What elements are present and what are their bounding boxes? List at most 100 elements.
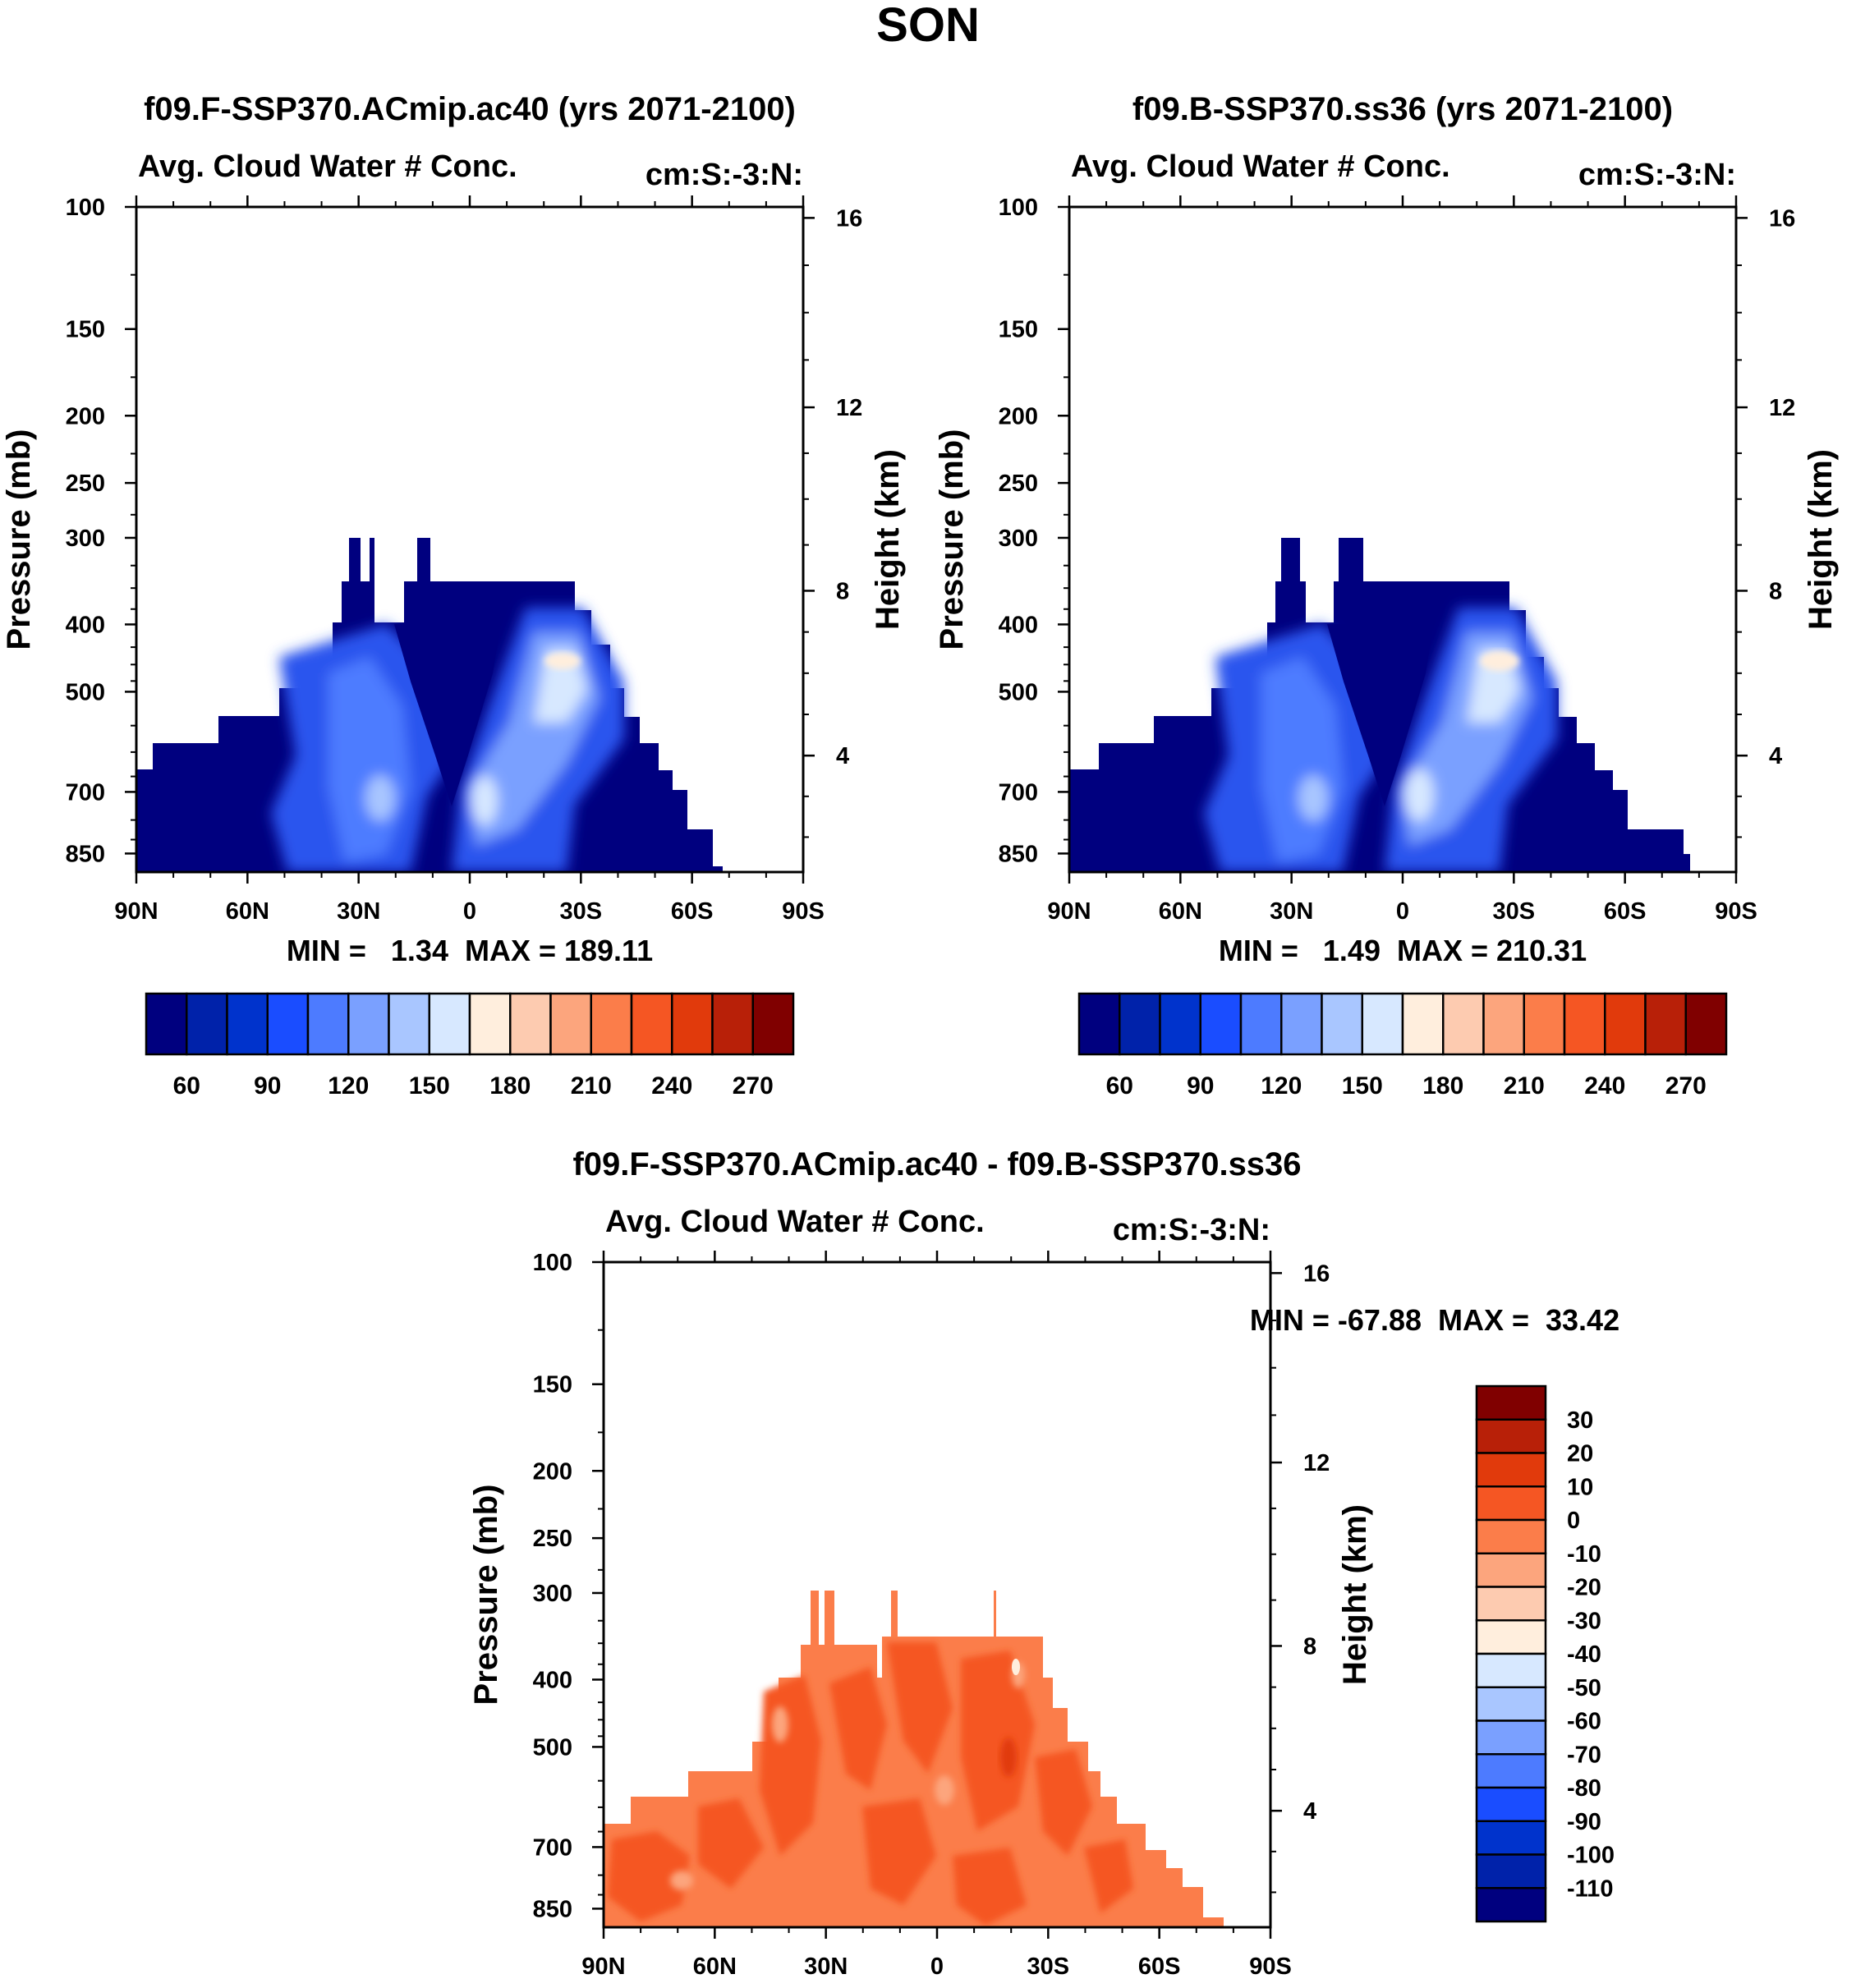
panel-3-colorbar-box	[1475, 1786, 1547, 1822]
panel-2-y2-tick-label: 8	[1769, 578, 1782, 604]
panel-3-colorbar-box	[1475, 1485, 1547, 1522]
panel-2-x-tick-label: 90S	[1715, 898, 1757, 925]
panel-2-colorbar-box	[1119, 992, 1161, 1056]
panel-3-y-tick-label: 150	[533, 1372, 572, 1398]
panel-1-x-tick-label: 90S	[782, 898, 825, 925]
figure-title: SON	[876, 0, 980, 52]
panel-2-colorbar-box	[1684, 992, 1728, 1056]
panel-2-x-tick-label: 60N	[1159, 898, 1202, 925]
panel-3-y-tick-label: 500	[533, 1734, 572, 1761]
panel-3-colorbar-box	[1475, 1887, 1547, 1923]
panel-1-colorbar-box	[186, 992, 228, 1056]
panel-3-max-spot	[1000, 1738, 1017, 1777]
panel-2-units-label: cm:S:-3:N:	[1578, 158, 1736, 192]
panel-1-contour-field	[136, 538, 723, 872]
panel-2-y2-tick-label: 4	[1769, 743, 1782, 769]
panel-1-stats: MIN = 1.34 MAX = 189.11	[287, 934, 653, 967]
panel-2-y-tick-label: 850	[999, 841, 1038, 867]
panel-3-stats: MIN = -67.88 MAX = 33.42	[1250, 1303, 1619, 1337]
panel-3-patch	[953, 1848, 1027, 1926]
panel-3-x-tick-label: 90N	[581, 1954, 625, 1980]
panel-1-y-tick-label: 300	[66, 526, 105, 552]
panel-3-colorbar-label: -60	[1567, 1709, 1601, 1735]
panel-2-max-spot	[1480, 651, 1519, 671]
panel-3-y-tick-label: 250	[533, 1526, 572, 1552]
panel-2-y-tick-label: 500	[999, 679, 1038, 705]
panel-1-colorbar-label: 240	[651, 1072, 692, 1100]
panel-3-colorbar-label: -110	[1567, 1876, 1613, 1902]
panel-3-colorbar-box	[1475, 1853, 1547, 1889]
panel-3-colorbar-box	[1475, 1619, 1547, 1655]
panel-3-pale-spot	[935, 1775, 954, 1805]
panel-1-colorbar-box	[145, 992, 188, 1056]
panel-2: f09.B-SSP370.ss36 (yrs 2071-2100) Avg. C…	[934, 91, 1839, 1100]
panel-2-y-tick-label: 700	[999, 779, 1038, 806]
panel-1-x-tick-label: 30N	[337, 898, 380, 925]
panel-3-y2-tick-label: 8	[1303, 1633, 1316, 1660]
panel-2-colorbar-label: 90	[1187, 1072, 1214, 1100]
panel-2-y2-axis-title: Height (km)	[1803, 449, 1839, 630]
panel-2-colorbar-box	[1442, 992, 1485, 1056]
panel-3-colorbar-box	[1475, 1820, 1547, 1856]
panel-2-x-tick-label: 90N	[1047, 898, 1091, 925]
panel-2-title: f09.B-SSP370.ss36 (yrs 2071-2100)	[1132, 91, 1673, 127]
panel-1-x-tick-label: 90N	[114, 898, 158, 925]
panel-3-patch	[608, 1831, 690, 1921]
panel-3-colorbar-label: -70	[1567, 1742, 1601, 1768]
panel-2-y-tick-label: 300	[999, 526, 1038, 552]
panel-3-patch	[887, 1642, 953, 1774]
panel-1-nh-peak	[365, 775, 395, 821]
panel-1-colorbar-box	[671, 992, 714, 1056]
panel-3-colorbar-box	[1475, 1384, 1547, 1421]
panel-3: f09.F-SSP370.ACmip.ac40 - f09.B-SSP370.s…	[468, 1146, 1619, 1980]
panel-3-y-tick-label: 200	[533, 1458, 572, 1485]
panel-2-colorbar-box	[1644, 992, 1687, 1056]
panel-3-colorbar-box	[1475, 1753, 1547, 1789]
panel-3-patch	[1035, 1749, 1092, 1856]
panel-1-colorbar-box	[630, 992, 673, 1056]
panel-3-x-tick-label: 30S	[1027, 1954, 1070, 1980]
panel-1-y-tick-label: 850	[66, 841, 105, 867]
panel-2-x-tick-label: 30S	[1493, 898, 1536, 925]
panel-1-colorbar: 60 90 120 150 180 210 240 270	[145, 992, 795, 1100]
panel-1-y2-tick-label: 12	[836, 395, 862, 421]
panel-1-colorbar-box	[306, 992, 350, 1056]
panel-2-colorbar-box	[1563, 992, 1606, 1056]
panel-3-colorbar-label: 20	[1567, 1441, 1593, 1467]
panel-1-x-tick-label: 30S	[560, 898, 603, 925]
panel-3-colorbar-label: -100	[1567, 1843, 1615, 1869]
panel-3-y-tick-label: 300	[533, 1581, 572, 1607]
panel-1-colorbar-label: 90	[254, 1072, 281, 1100]
panel-2-colorbar: 60 90 120 150 180 210 240 270	[1077, 992, 1728, 1100]
panel-2-colorbar-box	[1523, 992, 1566, 1056]
panel-3-y-tick-label: 850	[533, 1896, 572, 1922]
panel-1-y2-axis-title: Height (km)	[870, 449, 906, 630]
panel-3-contour-field	[604, 1591, 1224, 1927]
panel-3-x-tick-label: 90S	[1249, 1954, 1292, 1980]
panel-3-patch	[961, 1651, 1035, 1831]
panel-2-contour-field	[1069, 538, 1690, 872]
panel-1-colorbar-box	[347, 992, 390, 1056]
panel-3-patch	[862, 1798, 936, 1905]
panel-3-min-spot	[1012, 1659, 1020, 1675]
panel-3-colorbar-label: -80	[1567, 1775, 1601, 1802]
panel-2-y-tick-label: 150	[999, 317, 1038, 343]
panel-3-colorbar: 30 20 10 0 -10 -20 -30 -40 -50 -60 -70 -80 -90 -100 -1…	[1475, 1384, 1615, 1923]
panel-1-max-spot	[544, 653, 581, 669]
panel-3-patch	[829, 1667, 887, 1790]
panel-2-colorbar-label: 210	[1504, 1072, 1545, 1100]
panel-1-colorbar-box	[711, 992, 754, 1056]
panel-2-x-tick-label: 30N	[1270, 898, 1313, 925]
panel-3-patch	[1084, 1839, 1133, 1913]
panel-3-y-tick-label: 100	[533, 1250, 572, 1276]
panel-3-variable-label: Avg. Cloud Water # Conc.	[605, 1205, 985, 1239]
panel-3-colorbar-box	[1475, 1518, 1547, 1554]
panel-2-y2-tick-label: 16	[1769, 205, 1795, 232]
panel-1-colorbar-box	[468, 992, 512, 1056]
panel-3-colorbar-label: 10	[1567, 1474, 1593, 1500]
panel-3-colorbar-label: -50	[1567, 1675, 1601, 1701]
panel-3-x-tick-label: 0	[930, 1954, 944, 1980]
panel-1-colorbar-label: 150	[409, 1072, 450, 1100]
panel-1-y-tick-label: 150	[66, 317, 105, 343]
